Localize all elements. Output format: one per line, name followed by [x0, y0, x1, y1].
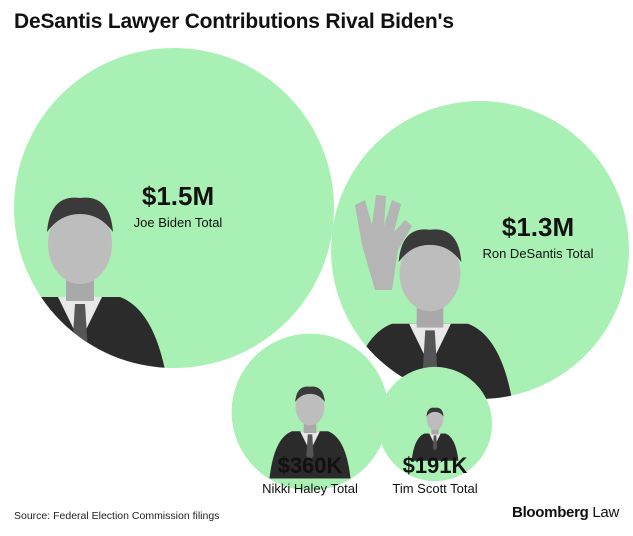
brand-name: Bloomberg: [512, 504, 589, 521]
value-label-0: $1.5M: [142, 181, 214, 211]
chart-title: DeSantis Lawyer Contributions Rival Bide…: [14, 10, 454, 33]
tim-scott-photo: [411, 407, 459, 461]
nikki-haley-photo: [269, 386, 351, 479]
value-label-1: $1.3M: [502, 212, 574, 242]
bloomberg-law-logo: Bloomberg Law: [512, 504, 619, 521]
category-label-2: Nikki Haley Total: [262, 481, 358, 496]
category-label-1: Ron DeSantis Total: [482, 246, 593, 261]
value-label-3: $191K: [403, 453, 468, 478]
brand-suffix: Law: [592, 504, 619, 521]
source-note: Source: Federal Election Commission fili…: [14, 510, 220, 522]
category-label-3: Tim Scott Total: [392, 481, 477, 496]
category-label-0: Joe Biden Total: [134, 215, 223, 230]
value-label-2: $360K: [278, 453, 343, 478]
